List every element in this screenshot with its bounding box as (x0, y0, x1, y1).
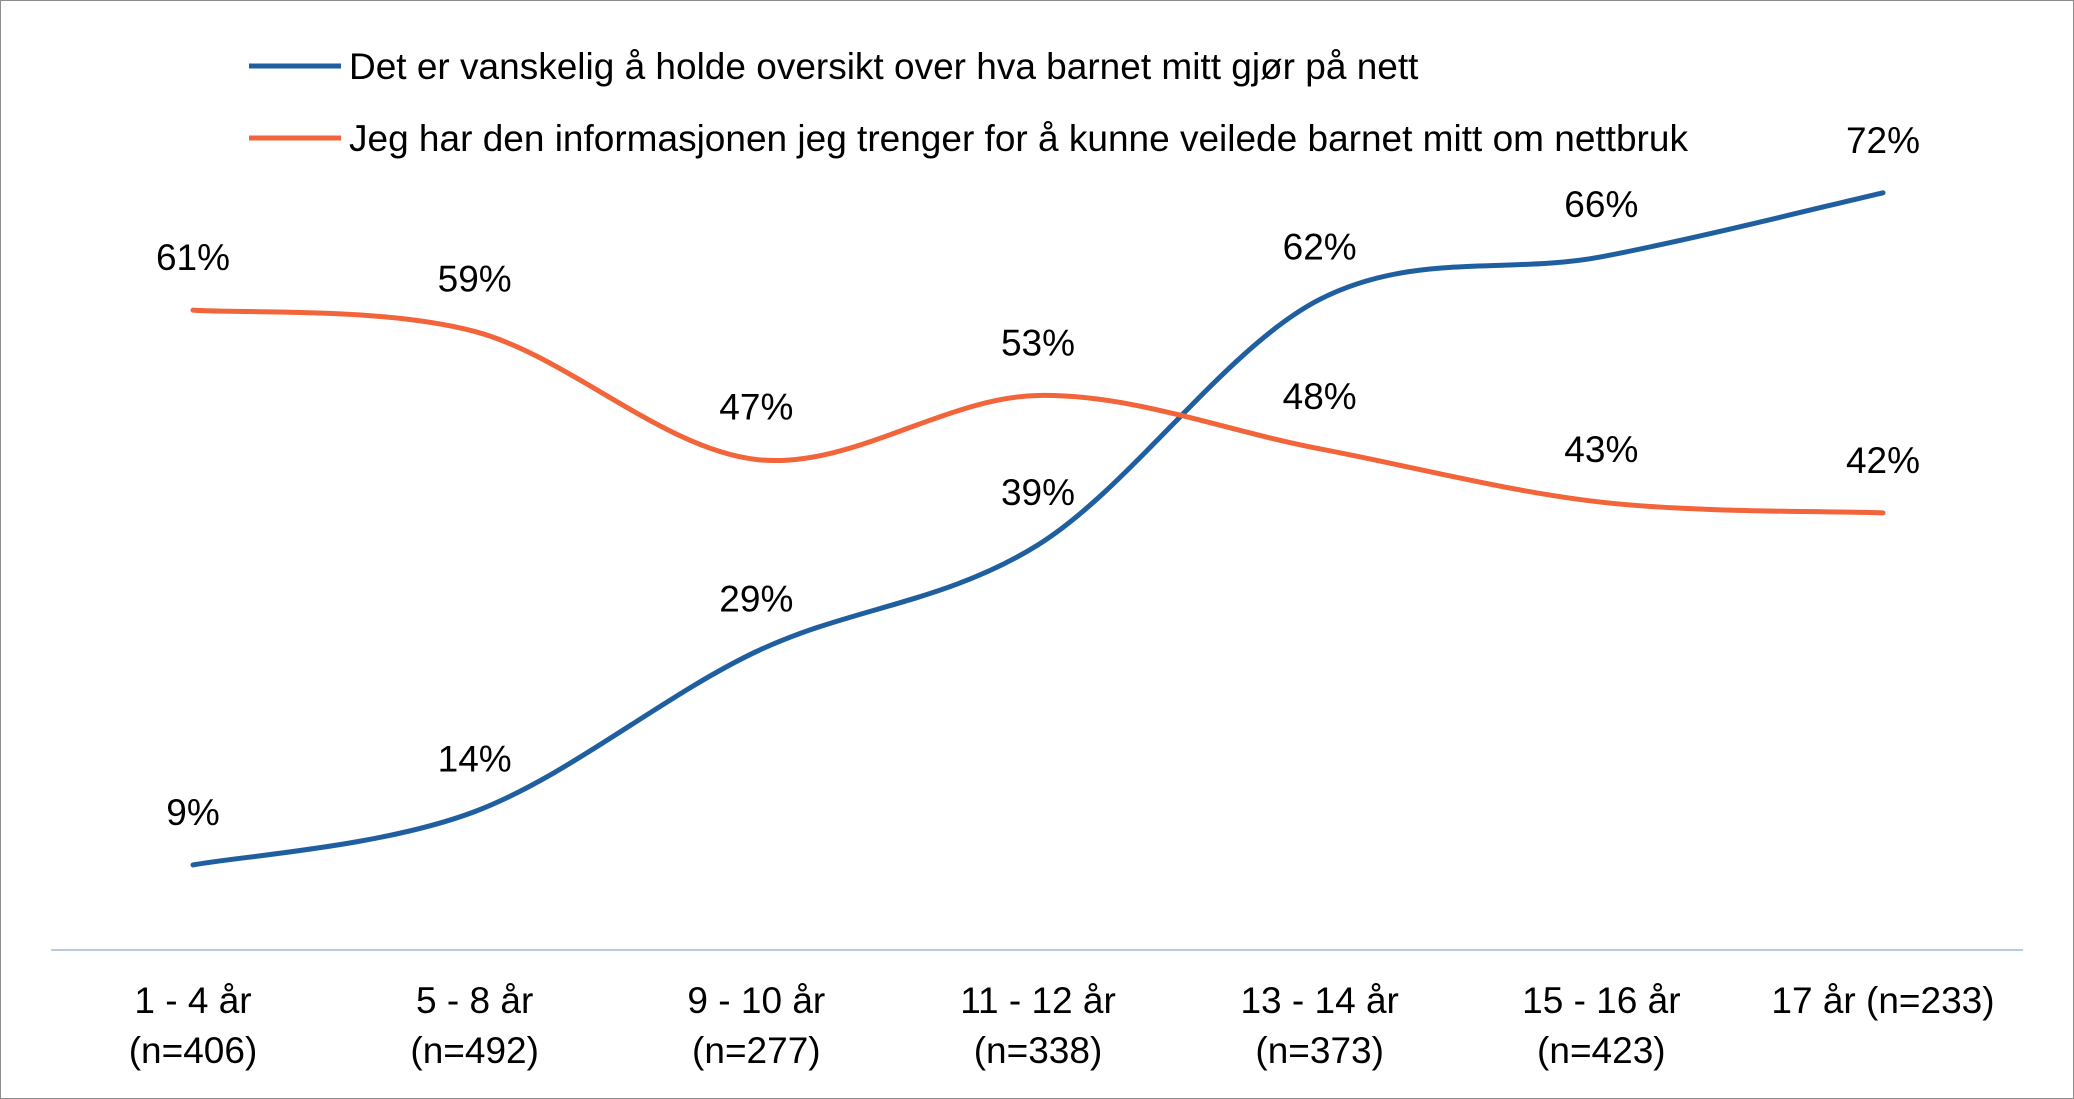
data-label-s1-3: 29% (719, 579, 793, 620)
series-line-1 (190, 190, 1886, 868)
x-tick-label-3-line-1: 9 - 10 år (687, 980, 825, 1021)
data-label-s1-2: 14% (438, 739, 512, 780)
x-tick-label-7: 17 år (n=233) (1771, 980, 1994, 1021)
x-tick-label-2-line-1: 5 - 8 år (416, 980, 533, 1021)
data-label-s2-5: 48% (1283, 376, 1357, 417)
x-tick-label-6-line-1: 15 - 16 år (1522, 980, 1680, 1021)
data-label-s2-4: 53% (1001, 322, 1075, 363)
x-tick-label-3-line-2: (n=277) (692, 1030, 821, 1071)
legend: Det er vanskelig å holde oversikt over h… (249, 46, 1688, 159)
data-label-s2-7: 42% (1846, 440, 1920, 481)
data-label-s1-6: 66% (1564, 184, 1638, 225)
series-layer (190, 190, 1886, 868)
x-tick-label-1-line-1: 1 - 4 år (134, 980, 251, 1021)
data-label-s1-1: 9% (166, 792, 219, 833)
x-tick-label-4-line-2: (n=338) (974, 1030, 1103, 1071)
series-line-2 (190, 307, 1886, 516)
x-tick-label-1-line-2: (n=406) (129, 1030, 258, 1071)
data-label-s2-1: 61% (156, 237, 230, 278)
x-tick-label-6-line-2: (n=423) (1537, 1030, 1666, 1071)
data-label-s2-6: 43% (1564, 429, 1638, 470)
x-tick-label-5-line-1: 13 - 14 år (1240, 980, 1398, 1021)
data-labels: 9% 14% 29% 39% 62% 66% 72% 61% 59% 47% 53% 48% 43% 42… (156, 120, 1920, 833)
data-label-s2-2: 59% (438, 258, 512, 299)
data-label-s1-4: 39% (1001, 472, 1075, 513)
data-label-s2-3: 47% (719, 387, 793, 428)
x-tick-label-2-line-2: (n=492) (410, 1030, 539, 1071)
x-tick-label-4-line-1: 11 - 12 år (960, 980, 1116, 1021)
legend-label-1: Det er vanskelig å holde oversikt over h… (349, 46, 1419, 87)
data-label-s1-5: 62% (1283, 226, 1357, 267)
legend-label-2: Jeg har den informasjonen jeg trenger fo… (349, 118, 1688, 159)
x-tick-label-5-line-2: (n=373) (1255, 1030, 1384, 1071)
x-axis-tick-labels: 1 - 4 år (n=406) 5 - 8 år (n=492) 9 - 10 år (… (129, 980, 1995, 1071)
data-label-s1-7: 72% (1846, 120, 1920, 161)
